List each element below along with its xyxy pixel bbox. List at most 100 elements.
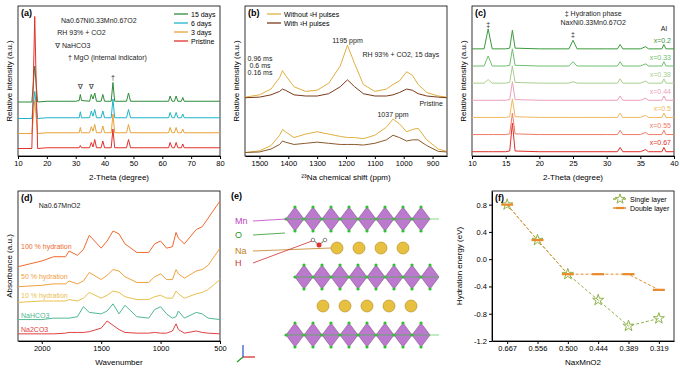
- oxygen-atom: [311, 229, 314, 232]
- oxygen-atom: [293, 205, 296, 208]
- bond: [286, 219, 439, 220]
- x-tick-label: 500: [214, 344, 227, 353]
- y-axis-title: Relative intensity (a.u.): [232, 40, 241, 122]
- x-tick: 1100: [367, 156, 383, 168]
- legend-label: 6 days: [191, 20, 212, 28]
- label-arrow: [253, 233, 285, 235]
- hydrogen-atom: [323, 238, 327, 242]
- x-axis-title: Wavenumber: [95, 358, 143, 367]
- x-tick-label: 35: [637, 159, 645, 168]
- x-tick-label: 80: [216, 159, 224, 168]
- sodium-atom: [353, 242, 365, 254]
- series-group: [472, 29, 674, 152]
- data-line: [472, 29, 674, 49]
- data-point: [653, 289, 665, 291]
- x-tick: 20: [43, 156, 51, 168]
- y-tick-mark: [489, 286, 492, 287]
- panel: 0.6670.5560.5000.4440.3890.319-1.2-0.8-0…: [455, 191, 675, 367]
- legend: Without ¹H pulsesWith ¹H pulses: [267, 11, 340, 28]
- legend-item: Pristine: [174, 38, 214, 45]
- x-tick: 0.556: [529, 341, 548, 353]
- oxygen-atom: [356, 287, 359, 290]
- legend-label: Single layer: [630, 196, 667, 204]
- legend-swatch: [613, 207, 627, 208]
- oxygen-atom: [419, 205, 422, 208]
- oxygen-atom: [383, 229, 386, 232]
- oxygen-atom: [419, 229, 422, 232]
- y-axis-title: Relative intensity (a.u.): [5, 40, 14, 122]
- annotation: ∇: [88, 83, 94, 90]
- oxygen-atom: [419, 321, 422, 324]
- x-tick-label: 0.556: [529, 344, 548, 353]
- x-tick: 15: [502, 156, 510, 168]
- x-tick-label: 1100: [367, 159, 383, 168]
- plot-frame: [492, 191, 674, 341]
- series-label: x=0.67: [650, 139, 671, 146]
- legend-label: Pristine: [191, 38, 214, 45]
- plot-frame: [18, 191, 220, 341]
- data-line: [18, 248, 220, 287]
- oxygen-atom: [410, 263, 413, 266]
- series-group: [501, 199, 665, 331]
- data-line: [18, 321, 220, 334]
- x-axis-title: 2-Theta (degree): [89, 173, 149, 182]
- x-tick-label: 0.444: [589, 344, 608, 353]
- x-tick-label: 1000: [153, 344, 170, 353]
- legend-swatch: [267, 13, 281, 14]
- panel: 200015001000500100 % hydration50 % hydra…: [5, 191, 227, 367]
- x-tick: 0.500: [559, 341, 578, 353]
- x-tick-label: 1500: [252, 159, 269, 168]
- y-axis: -1.2-0.8-0.40.00.40.8: [474, 192, 492, 346]
- data-point: [501, 204, 513, 206]
- oxygen-atom: [302, 263, 305, 266]
- x-tick-label: 50: [130, 159, 138, 168]
- x-tick: 30: [72, 156, 80, 168]
- legend-item: Single layer: [613, 194, 667, 204]
- annotation: † MgO (internal indicator): [68, 54, 147, 62]
- x-tick: 2000: [34, 341, 51, 353]
- plot-frame: [245, 6, 447, 156]
- legend-item: 15 days: [174, 11, 216, 19]
- sodium-atom: [331, 242, 343, 254]
- y-tick-label: 0.8: [477, 201, 487, 210]
- data-point: [623, 320, 634, 331]
- series-group: [18, 17, 220, 149]
- x-tick-label: 1000: [396, 159, 413, 168]
- x-axis-line: [19, 341, 221, 342]
- sodium-atom: [383, 300, 395, 312]
- annotation: Al: [661, 25, 668, 32]
- x-tick-label: 25: [569, 159, 577, 168]
- y-axis-line: [492, 192, 493, 342]
- axes-triad: [237, 345, 255, 362]
- annotation: NaxNi0.33Mn0.67O2: [561, 19, 626, 26]
- legend-marker: [615, 194, 625, 203]
- oxygen-atom: [347, 205, 350, 208]
- panel: 10152025303540x=0.2x=0.33x=0.38x=0.44x=0…: [459, 6, 679, 182]
- y-axis-title: Relative intensity (a.u.): [459, 40, 468, 122]
- oxygen-atom: [320, 287, 323, 290]
- legend-swatch: [267, 22, 281, 23]
- y-tick-mark: [489, 232, 492, 233]
- y-tick-label: 0.0: [477, 255, 487, 264]
- y-tick: -0.8: [474, 310, 492, 319]
- data-line: [245, 119, 447, 152]
- annotation: Na0.67MnO2: [39, 202, 81, 209]
- x-tick: 900: [427, 156, 440, 168]
- y-tick-mark: [489, 205, 492, 206]
- panel-title: (c): [475, 8, 486, 18]
- oxygen-atom: [293, 345, 296, 348]
- series-label: 50 % hydration: [21, 273, 68, 281]
- x-tick: 1000: [396, 156, 413, 168]
- x-tick-label: 1400: [280, 159, 297, 168]
- x-tick-label: 20: [43, 159, 51, 168]
- bond: [295, 277, 439, 278]
- x-tick-label: 900: [427, 159, 440, 168]
- oxygen-atom: [428, 263, 431, 266]
- annotation: †: [111, 74, 115, 81]
- y-tick-mark: [489, 314, 492, 315]
- oxygen-atom: [365, 345, 368, 348]
- x-tick: 0.444: [589, 341, 608, 353]
- x-tick: 1400: [280, 156, 297, 168]
- series-label: 10 % hydration: [21, 292, 68, 300]
- annotation: ∇ NaHCO3: [54, 42, 90, 49]
